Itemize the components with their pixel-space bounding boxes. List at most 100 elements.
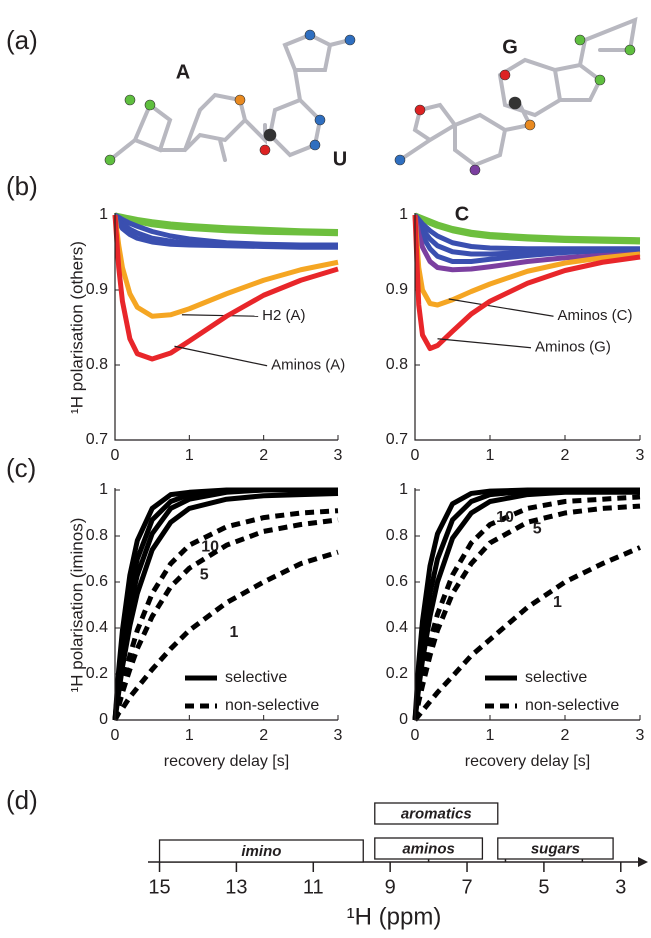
x-tick-label: 2 (259, 727, 268, 744)
page: (a) (b) (c) (d) A U G C 01230.70.80.91H2… (0, 0, 651, 938)
plot: 012300.20.40.60.811051recovery delay [s]… (386, 481, 645, 770)
leader-line (182, 315, 258, 317)
x-tick-label: 0 (111, 727, 120, 744)
y-tick-label: 0 (99, 711, 108, 728)
scale: 1513119753iminoaromaticsaminossugars¹H (… (148, 803, 648, 930)
legend-label: selective (225, 669, 287, 686)
leader-line (449, 299, 554, 316)
y-tick-label: 0.8 (86, 527, 108, 544)
atom (260, 145, 270, 155)
x-tick-label: 2 (259, 447, 268, 464)
legend-label: non-selective (225, 697, 319, 714)
x-tick-label: 3 (334, 447, 343, 464)
atom (395, 155, 405, 165)
atom (310, 140, 320, 150)
x-axis-title: recovery delay [s] (465, 753, 590, 770)
panel-label: (a) (6, 25, 38, 55)
panel-label: (c) (6, 453, 36, 483)
molecule-label: U (333, 148, 347, 170)
x-tick-label: 2 (561, 447, 570, 464)
x-tick-label: 0 (111, 447, 120, 464)
y-tick-label: 0.2 (386, 665, 408, 682)
y-tick-label: 0.8 (386, 356, 408, 373)
x-tick-label: 0 (411, 727, 420, 744)
series-label: 10 (496, 509, 514, 526)
atom (415, 105, 425, 115)
x-tick-label: 2 (561, 727, 570, 744)
panel-label: (d) (6, 785, 38, 815)
x-tick-label: 1 (486, 727, 495, 744)
x-tick-label: 3 (636, 727, 645, 744)
series-label: 1 (229, 624, 238, 641)
legend-label: non-selective (525, 697, 619, 714)
y-tick-label: 0.4 (86, 619, 108, 636)
atom (525, 120, 535, 130)
x-axis-title: recovery delay [s] (164, 753, 289, 770)
plot: 012300.20.40.60.811051¹H polarisation (i… (67, 481, 342, 770)
series-label: Aminos (G) (535, 339, 611, 356)
y-axis-title: ¹H polarisation (others) (67, 241, 86, 414)
molecule-label: A (176, 61, 190, 83)
line (415, 548, 640, 721)
x-tick-label: 0 (411, 447, 420, 464)
plot: 0 1 2 3 0.7 0.8 0.9 1 H2 (A) Aminos (A) ¹H polaris… (67, 206, 345, 464)
atom (625, 45, 635, 55)
y-tick-label: 0.8 (386, 527, 408, 544)
atom (509, 97, 521, 109)
x-tick-label: 13 (225, 876, 247, 898)
x-tick-label: 15 (148, 876, 170, 898)
x-tick-label: 7 (461, 876, 472, 898)
atom (470, 165, 480, 175)
y-tick-label: 1 (99, 481, 108, 498)
series-label: H2 (A) (262, 307, 305, 324)
x-tick-label: 5 (538, 876, 549, 898)
atom (235, 95, 245, 105)
series-label: Aminos (A) (271, 357, 345, 374)
line (115, 552, 338, 720)
y-tick-label: 0.6 (86, 573, 108, 590)
molecule-label: C (455, 203, 469, 225)
figure: (a) (b) (c) (d) A U G C 01230.70.80.91H2… (0, 0, 651, 938)
panel-label: (b) (6, 171, 38, 201)
series-label: 5 (533, 520, 542, 537)
x-tick-label: 3 (334, 727, 343, 744)
atom (345, 35, 355, 45)
series-label: 5 (200, 566, 209, 583)
atom (105, 155, 115, 165)
molecule-u (270, 35, 350, 155)
y-tick-label: 0 (399, 711, 408, 728)
y-tick-label: 0.7 (86, 431, 108, 448)
y-tick-label: 0.8 (86, 356, 108, 373)
legend-label: selective (525, 669, 587, 686)
y-tick-label: 0.7 (386, 431, 408, 448)
series-label: 1 (553, 594, 562, 611)
region-label: aminos (402, 840, 455, 857)
x-axis-title: ¹H (ppm) (347, 903, 442, 930)
y-tick-label: 1 (99, 206, 108, 223)
atom (125, 95, 135, 105)
y-tick-label: 0.6 (386, 573, 408, 590)
atom (575, 35, 585, 45)
y-tick-label: 1 (399, 206, 408, 223)
x-tick-label: 1 (185, 727, 194, 744)
x-tick-label: 11 (303, 876, 324, 898)
y-axis-title: ¹H polarisation (iminos) (67, 518, 86, 693)
y-tick-label: 0.2 (86, 665, 108, 682)
atom (315, 115, 325, 125)
leader-line (174, 346, 267, 366)
atom (145, 100, 155, 110)
atom (305, 30, 315, 40)
y-tick-label: 0.9 (86, 281, 108, 298)
region-label: aromatics (401, 805, 472, 822)
y-tick-label: 0.9 (386, 281, 408, 298)
x-tick-label: 3 (615, 876, 626, 898)
atom (595, 75, 605, 85)
molecules (110, 20, 635, 165)
molecule-label: G (502, 36, 518, 58)
series-label: Aminos (C) (558, 307, 633, 324)
region-label: sugars (531, 840, 580, 857)
x-tick-label: 1 (185, 447, 194, 464)
leader-line (438, 339, 532, 348)
x-tick-label: 9 (385, 876, 396, 898)
